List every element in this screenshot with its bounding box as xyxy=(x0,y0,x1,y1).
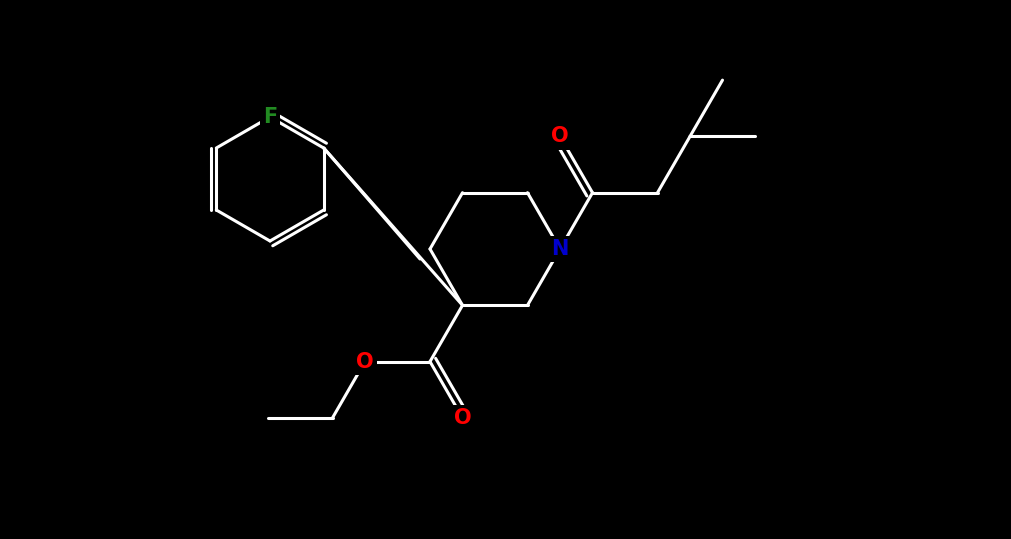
Text: N: N xyxy=(551,239,568,259)
Text: O: O xyxy=(356,351,373,371)
Text: F: F xyxy=(263,107,277,127)
Text: O: O xyxy=(551,127,568,147)
Text: O: O xyxy=(453,408,471,428)
